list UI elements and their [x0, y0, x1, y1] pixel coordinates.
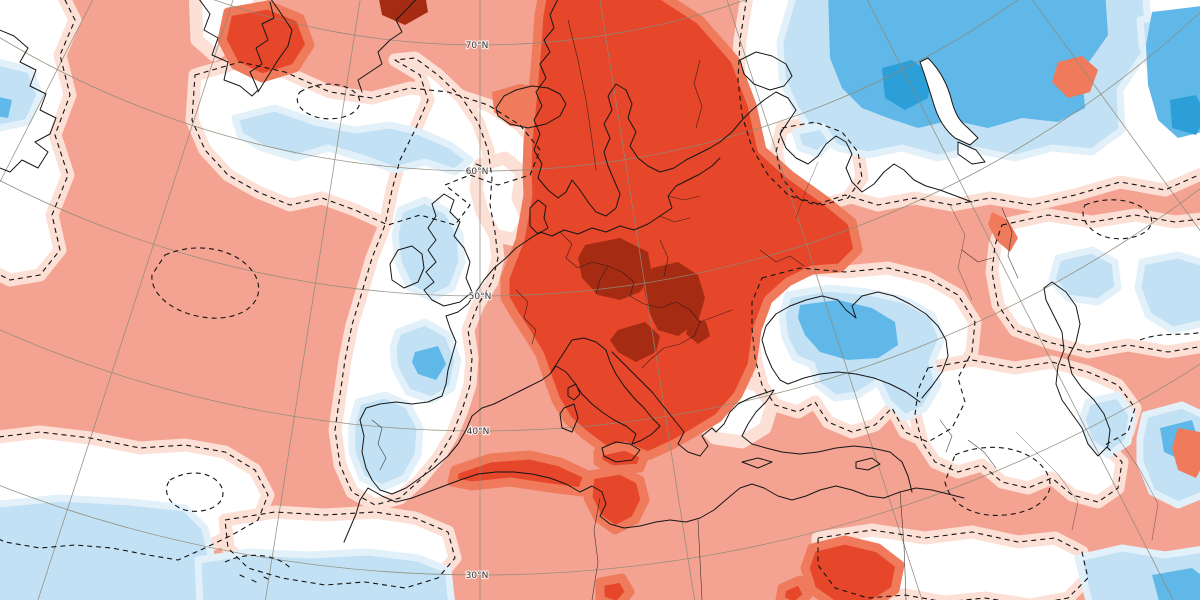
novaya-zemlya-coastline — [919, 57, 986, 165]
cool-region-morocco-south — [194, 548, 455, 600]
dashed-squiggle-arabia — [224, 331, 1200, 571]
latitude-label-layer: 70°N 60°N 50°N 40°N 30°N — [465, 40, 493, 582]
ireland-coastline — [389, 245, 425, 289]
france-iberia-coastline — [359, 247, 551, 495]
greenland-coastline — [199, 0, 417, 97]
warm-strong-tunisia — [583, 465, 650, 535]
baltic-south-coastline — [515, 157, 721, 249]
iceland-coastline — [495, 85, 567, 129]
cool-core-labrador-spot — [0, 97, 12, 118]
warm-strong-egypt-sw — [595, 573, 635, 600]
warm-region-caspian-east — [1172, 428, 1200, 478]
warm-extreme-core-carpathia — [686, 318, 710, 344]
warm-strong-sicily — [593, 441, 650, 475]
anatolia-levant-coastline — [741, 389, 913, 493]
cool-region-west-iberia — [348, 391, 424, 492]
cool-level3-layer — [882, 60, 1200, 135]
cool-region-canary — [0, 494, 216, 600]
labrador-coastline — [0, 29, 57, 173]
dashed-squiggle-iceland-north — [296, 83, 361, 120]
north-africa-coastline — [239, 471, 965, 583]
dashed-squiggle-atlantic-b — [166, 472, 224, 512]
cool-deep-barents-spot — [882, 60, 932, 110]
dashed-squiggle-kara — [1082, 199, 1153, 240]
country-borders — [371, 19, 1019, 600]
warm-strong-libya-blob — [800, 535, 905, 600]
cool-core-biscay-spot — [412, 346, 446, 380]
latitude-label-50n: 50°N — [469, 292, 492, 302]
latitude-label-30n: 30°N — [466, 571, 489, 581]
cool-deep-kara-spot — [1170, 95, 1200, 135]
cool-region-labrador-sea — [0, 58, 44, 132]
cool-core-black-sea — [798, 300, 898, 360]
warm-strong-algeria-stripe — [447, 450, 593, 497]
dashed-squiggle-mideast — [944, 446, 1051, 516]
scandinavia-coastline — [533, 0, 973, 217]
coastline-layer — [0, 0, 1159, 600]
warm-strong-libya-small — [775, 575, 813, 600]
cool-core-red-sea-spot — [1152, 568, 1200, 600]
cool-region-ob-spot-a — [1048, 246, 1122, 306]
kola-coastline — [739, 51, 793, 91]
black-sea-coastline — [761, 291, 949, 403]
denmark-coastline — [529, 199, 549, 235]
caspian-coastline — [1043, 281, 1111, 457]
cool-region-white-sea-spot — [791, 122, 836, 158]
cool-region-denmark-strait — [231, 104, 474, 176]
latitude-label-60n: 60°N — [466, 167, 489, 177]
dashed-squiggle-atlantic-a — [151, 247, 260, 319]
cool-region-ob-spot-b — [1134, 251, 1200, 334]
warm-extreme-core-balkans — [610, 322, 660, 362]
italy-coastline — [549, 337, 661, 463]
latitude-label-70n: 70°N — [466, 41, 489, 51]
rivers — [795, 161, 1159, 541]
warm-region-kara-patch — [1052, 56, 1098, 98]
latitude-label-40n: 40°N — [467, 427, 490, 437]
balkans-greece-coastline — [611, 351, 775, 469]
great-britain-coastline — [423, 163, 482, 307]
